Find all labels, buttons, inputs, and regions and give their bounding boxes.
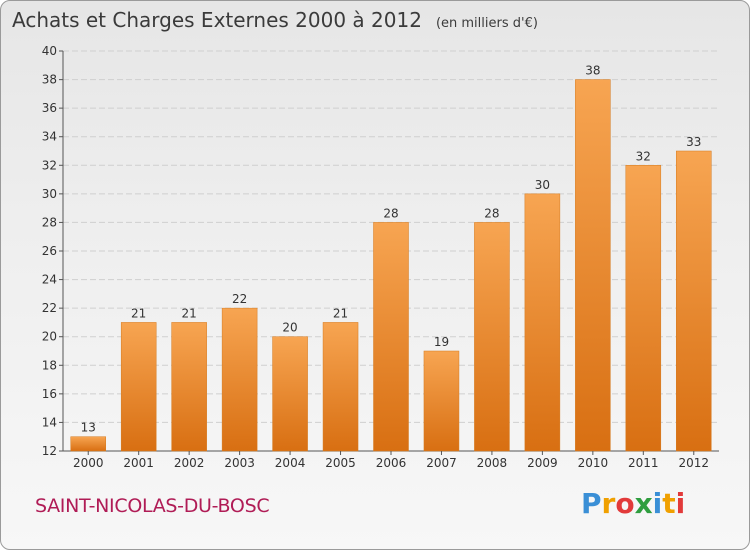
bar-value-label: 13: [81, 421, 96, 435]
chart-title: Achats et Charges Externes 2000 à 2012 (e…: [12, 8, 538, 32]
y-tick-label: 28: [42, 215, 57, 229]
y-tick-label: 36: [42, 101, 57, 115]
bar-value-label: 21: [333, 306, 348, 320]
logo-letter: r: [601, 487, 616, 520]
bar: [524, 193, 561, 452]
bar: [70, 436, 106, 452]
bar-value-label: 32: [636, 149, 651, 163]
bar: [625, 165, 662, 452]
x-tick-label: 2005: [325, 456, 356, 470]
bar: [575, 79, 611, 452]
x-tick-label: 2012: [678, 456, 709, 470]
bar-value-label: 38: [585, 64, 600, 78]
y-tick-label: 32: [42, 158, 57, 172]
y-tick-label: 26: [42, 244, 57, 258]
bar: [221, 307, 258, 452]
bar: [373, 222, 409, 452]
x-tick-label: 2008: [477, 456, 508, 470]
x-tick-label: 2003: [224, 456, 255, 470]
bar-value-label: 33: [686, 135, 701, 149]
logo-letter: i: [652, 487, 663, 520]
bar-value-label: 22: [232, 292, 247, 306]
x-tick-label: 2007: [426, 456, 457, 470]
y-tick-label: 12: [42, 444, 57, 458]
bar-value-label: 30: [535, 178, 550, 192]
y-tick-label: 40: [42, 44, 57, 58]
bar-value-label: 28: [484, 206, 499, 220]
logo-letter: t: [662, 487, 676, 520]
chart-title-text: Achats et Charges Externes 2000 à 2012: [12, 8, 422, 32]
proxiti-logo[interactable]: Proxiti: [581, 487, 685, 520]
y-tick-label: 20: [42, 330, 57, 344]
x-tick-label: 2010: [578, 456, 609, 470]
x-tick-label: 2006: [376, 456, 407, 470]
y-tick-label: 24: [42, 273, 57, 287]
chart-subtitle: (en milliers d'€): [435, 16, 538, 31]
bar: [474, 222, 510, 452]
y-tick-label: 30: [42, 187, 57, 201]
y-tick-label: 22: [42, 301, 57, 315]
x-tick-label: 2004: [275, 456, 306, 470]
bar-value-label: 19: [434, 335, 449, 349]
y-tick-label: 14: [42, 415, 57, 429]
y-tick-label: 38: [42, 73, 57, 87]
logo-letter: x: [634, 487, 653, 520]
x-tick-label: 2002: [174, 456, 205, 470]
x-tick-label: 2009: [527, 456, 558, 470]
logo-letter: i: [675, 487, 686, 520]
x-tick-label: 2000: [73, 456, 104, 470]
bar-value-label: 21: [182, 306, 197, 320]
bar-value-label: 28: [383, 206, 398, 220]
bar: [272, 336, 308, 452]
bar: [171, 322, 207, 452]
y-tick-label: 34: [42, 130, 57, 144]
bar-value-label: 21: [131, 306, 146, 320]
y-tick-label: 18: [42, 358, 57, 372]
bar-value-label: 20: [282, 321, 297, 335]
logo-letter: o: [615, 487, 635, 520]
x-tick-label: 2001: [123, 456, 154, 470]
bar: [322, 322, 359, 452]
y-tick-label: 16: [42, 387, 57, 401]
bar: [120, 322, 157, 452]
x-tick-label: 2011: [628, 456, 659, 470]
bar: [423, 350, 460, 452]
bar: [676, 150, 712, 452]
city-name: SAINT-NICOLAS-DU-BOSC: [35, 495, 270, 517]
logo-letter: P: [581, 487, 602, 520]
